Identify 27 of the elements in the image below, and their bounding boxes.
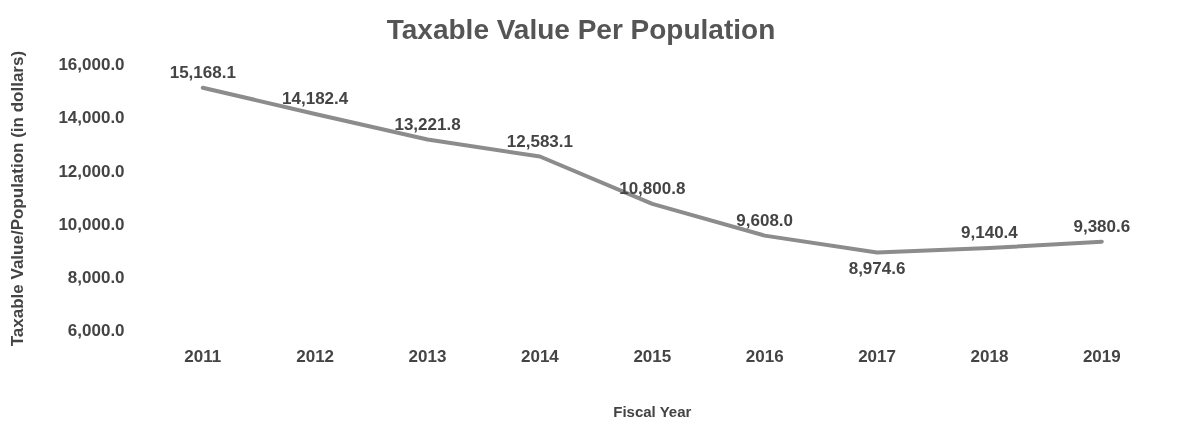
data-label: 12,583.1 [506,131,573,151]
data-label: 15,168.1 [169,62,236,82]
data-label: 10,800.8 [619,179,686,199]
y-tick-label: 16,000.0 [58,55,125,75]
x-tick-label: 2011 [184,347,222,367]
y-tick-label: 14,000.0 [58,108,125,128]
x-tick-label: 2014 [520,347,560,367]
x-tick-label: 2016 [745,347,784,367]
data-label: 8,974.6 [848,258,906,278]
x-tick-label: 2015 [633,347,672,367]
x-tick-label: 2018 [970,347,1009,367]
chart-title: Taxable Value Per Population [386,13,776,45]
data-label: 14,182.4 [282,89,349,109]
x-tick-label: 2012 [296,347,335,367]
y-tick-label: 10,000.0 [58,214,125,234]
y-tick-label: 6,000.0 [67,321,125,341]
x-tick-label: 2013 [408,347,447,367]
x-tick-label: 2017 [858,347,896,367]
y-tick-label: 8,000.0 [67,268,125,288]
x-tick-label: 2019 [1082,347,1121,367]
x-axis-title: Fiscal Year [613,403,692,421]
data-label: 9,608.0 [736,210,794,230]
y-tick-label: 12,000.0 [58,161,125,181]
data-label: 13,221.8 [394,114,461,134]
y-axis-title: Taxable Value/Population (in dollars) [7,50,27,347]
data-label: 9,380.6 [1073,216,1131,236]
data-label: 9,140.4 [961,223,1019,243]
